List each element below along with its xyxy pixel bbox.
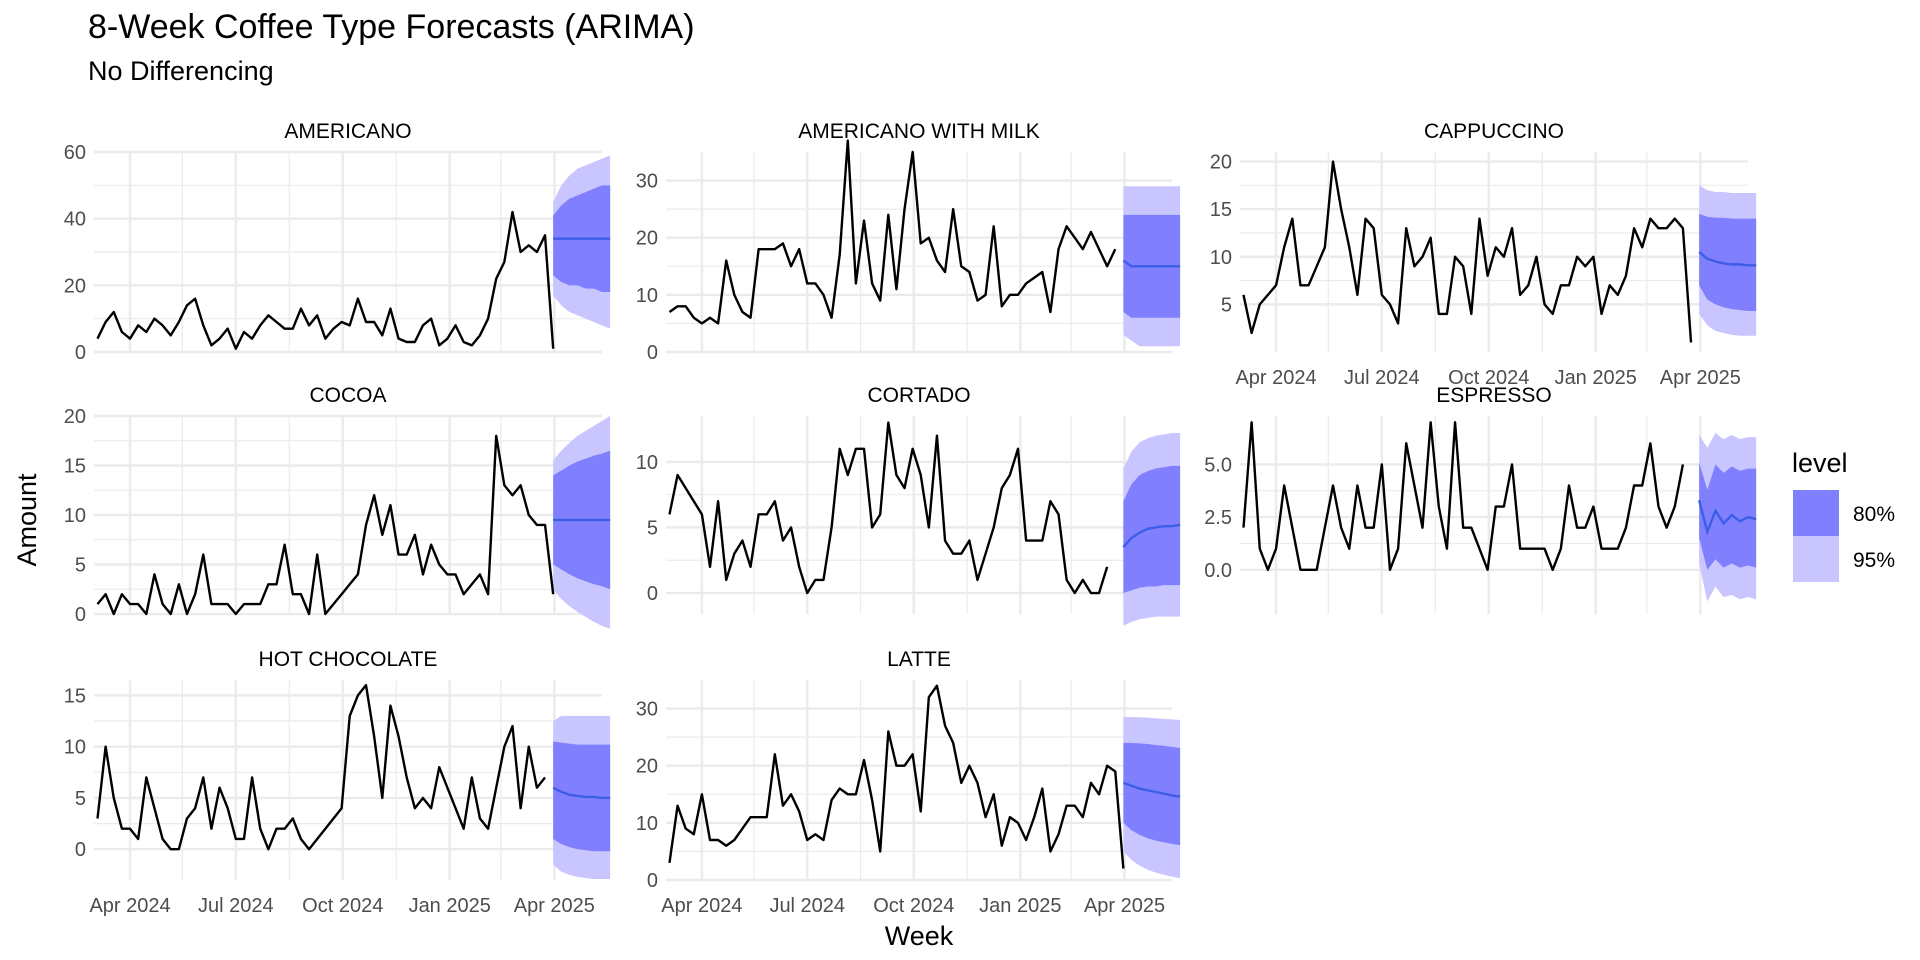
y-tick-label: 5.0 [1204,454,1232,476]
legend-swatch-95 [1793,536,1839,582]
y-tick-label: 20 [636,756,658,778]
panel-espresso: ESPRESSO 0.0 2.5 5.0 [1204,384,1757,614]
panel-hot-chocolate: HOT CHOCOLATE 0 5 10 15 Apr 2024 Jul 2024 Oct 2… [64,648,611,917]
y-tick-label: 30 [636,699,658,721]
y-tick-label: 0 [647,342,658,364]
forecast-band-80 [1123,742,1181,846]
y-tick-label: 0 [647,583,658,605]
y-tick-label: 0 [75,839,86,861]
y-tick-label: 15 [64,685,86,707]
forecast-mean-line [552,786,611,800]
panel-title: ESPRESSO [1436,384,1552,407]
y-axis-title: Amount [12,473,42,567]
panel-title: LATTE [887,648,951,671]
panel-cappuccino: CAPPUCCINO 5 10 15 20 Apr 2024 Jul 2024 Oct 202… [1210,120,1757,389]
y-tick-label: 0 [75,604,86,626]
y-tick-label: 10 [64,505,86,527]
history-line [668,139,1117,325]
x-tick-label: Jan 2025 [1555,367,1637,389]
history-line [96,434,555,616]
forecast-band-80 [1123,465,1181,594]
panel-title: COCOA [309,384,386,407]
legend: level 80% 95% [1792,448,1895,582]
y-tick-label: 5 [647,517,658,539]
forecast-mean-line [1698,251,1757,267]
y-tick-label: 20 [64,406,86,428]
forecast-mean-line [1122,523,1181,548]
legend-label: 95% [1853,549,1895,572]
y-tick-label: 15 [64,456,86,478]
y-tick-label: 30 [636,171,658,193]
panel-cocoa: COCOA 0 5 10 15 20 [64,384,611,629]
x-tick-label: Oct 2024 [302,895,383,917]
history-line [96,210,555,350]
y-tick-label: 0 [75,342,86,364]
x-tick-label: Jan 2025 [409,895,491,917]
y-tick-label: 5 [1221,294,1232,316]
chart-subtitle: No Differencing [88,56,274,86]
y-tick-label: 40 [64,209,86,231]
y-tick-label: 10 [1210,247,1232,269]
x-tick-label: Apr 2025 [1660,367,1741,389]
history-line [1242,421,1685,571]
legend-label: 80% [1853,503,1895,526]
y-tick-label: 10 [636,285,658,307]
y-tick-label: 5 [75,788,86,810]
legend-title: level [1792,448,1848,478]
y-tick-label: 15 [1210,199,1232,221]
y-tick-label: 0.0 [1204,560,1232,582]
y-tick-label: 20 [1210,152,1232,174]
x-tick-label: Apr 2024 [1235,367,1316,389]
y-tick-label: 20 [636,228,658,250]
x-tick-label: Jul 2024 [1344,367,1420,389]
panel-title: AMERICANO [284,120,411,143]
history-line [668,684,1125,869]
x-tick-label: Apr 2024 [661,895,742,917]
y-tick-label: 60 [64,142,86,164]
x-tick-label: Jan 2025 [979,895,1061,917]
y-tick-label: 10 [636,813,658,835]
panel-title: AMERICANO WITH MILK [798,120,1040,143]
y-tick-label: 5 [75,555,86,577]
x-axis-title: Week [885,921,954,951]
panel-cortado: CORTADO 0 5 10 [636,384,1181,626]
panel-americano: AMERICANO 0 20 40 60 [64,120,611,364]
forecast-mean-line [1122,781,1181,798]
y-tick-label: 10 [636,452,658,474]
history-line [1242,160,1693,343]
y-tick-label: 0 [647,870,658,892]
forecast-band-80 [1699,213,1757,312]
x-tick-label: Jul 2024 [198,895,274,917]
panel-americano-with-milk: AMERICANO WITH MILK 0 10 20 30 [636,120,1181,364]
history-line [668,421,1109,595]
forecast-mean-line [1698,499,1757,536]
legend-swatch-80 [1793,490,1839,536]
panel-title: CORTADO [867,384,970,407]
y-tick-label: 10 [64,737,86,759]
y-tick-label: 2.5 [1204,507,1232,529]
x-tick-label: Oct 2024 [1448,367,1529,389]
chart-title: 8-Week Coffee Type Forecasts (ARIMA) [88,8,695,46]
x-tick-label: Apr 2024 [89,895,170,917]
x-tick-label: Oct 2024 [873,895,954,917]
panel-latte: LATTE 0 10 20 30 Apr 2024 Jul 2024 Oct 2024 Jan … [636,648,1181,917]
x-tick-label: Apr 2025 [514,895,595,917]
forecast-band-80 [1699,462,1757,570]
forecast-mean-line [1122,259,1181,268]
y-tick-label: 20 [64,275,86,297]
x-tick-label: Jul 2024 [769,895,845,917]
x-tick-label: Apr 2025 [1084,895,1165,917]
history-line [96,683,546,851]
panel-title: HOT CHOCOLATE [259,648,438,671]
panel-title: CAPPUCCINO [1424,120,1564,143]
